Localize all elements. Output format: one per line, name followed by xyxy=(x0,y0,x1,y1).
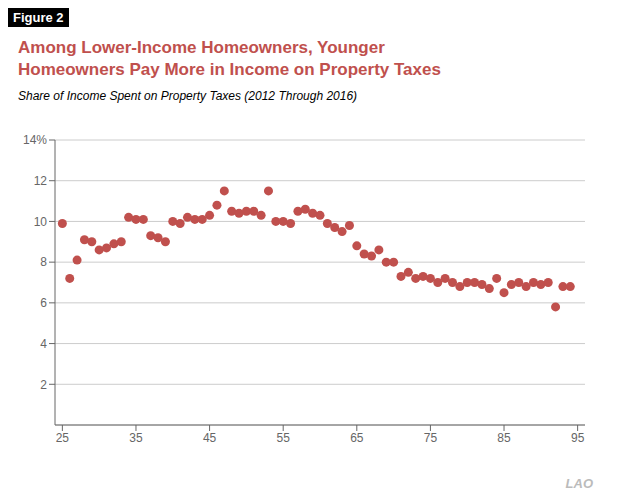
svg-text:6: 6 xyxy=(40,296,47,310)
svg-text:4: 4 xyxy=(40,337,47,351)
svg-text:35: 35 xyxy=(129,431,143,445)
svg-text:14%: 14% xyxy=(23,133,47,147)
svg-text:45: 45 xyxy=(203,431,217,445)
svg-text:2: 2 xyxy=(40,378,47,392)
svg-text:75: 75 xyxy=(424,431,438,445)
svg-text:10: 10 xyxy=(34,215,48,229)
svg-text:65: 65 xyxy=(350,431,364,445)
html-text:Figure 2: Figure 2 xyxy=(13,10,64,25)
svg-text:95: 95 xyxy=(571,431,585,445)
html-text:LAO: LAO xyxy=(565,476,593,491)
svg-text:8: 8 xyxy=(40,255,47,269)
svg-text:25: 25 xyxy=(56,431,70,445)
svg-text:12: 12 xyxy=(34,174,48,188)
html-text:Homeowners Pay More in Income: Homeowners Pay More in Income on Propert… xyxy=(18,60,441,79)
svg-text:55: 55 xyxy=(277,431,291,445)
html-text:Share of Income Spent on Prope: Share of Income Spent on Property Taxes … xyxy=(18,89,358,103)
svg-text:85: 85 xyxy=(497,431,511,445)
html-text:Among Lower-Income Homeowners,: Among Lower-Income Homeowners, Younger xyxy=(18,38,385,57)
